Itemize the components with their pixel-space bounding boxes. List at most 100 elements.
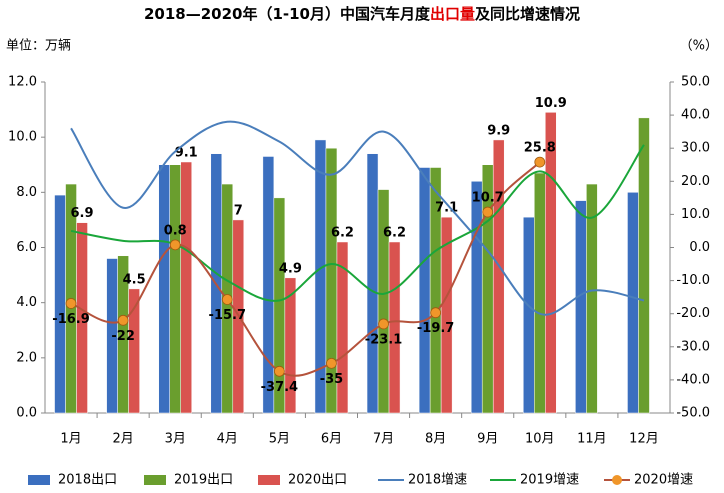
x-tick-label: 11月 <box>577 432 607 447</box>
bar <box>440 216 453 414</box>
marker <box>482 206 494 218</box>
bar-label: 6.2 <box>383 225 406 240</box>
bar <box>76 222 88 414</box>
y-tick-label: 8.0 <box>16 185 37 200</box>
bar <box>470 181 483 414</box>
point-label: 25.8 <box>524 141 556 156</box>
y-tick-label: 12.0 <box>8 75 37 90</box>
point-label: -37.4 <box>261 380 298 395</box>
bar <box>523 216 535 414</box>
title-part: 2018—2020年（1-10月）中国汽车月度 <box>144 5 431 23</box>
y-tick-label: 2.0 <box>16 350 37 365</box>
marker <box>221 294 233 305</box>
title-part: 出口量 <box>430 5 475 23</box>
y-tick-label: 0.0 <box>16 406 37 421</box>
y2-tick-label: 10.0 <box>681 207 710 222</box>
marker <box>430 307 442 319</box>
y-tick-label: 4.0 <box>16 295 37 310</box>
bar <box>534 172 546 414</box>
bar <box>545 112 557 414</box>
y2-tick-label: 50.0 <box>681 75 710 90</box>
y-tick-label: 6.0 <box>16 240 37 255</box>
line <box>70 120 645 316</box>
point-label: -16.9 <box>52 312 89 327</box>
x-tick-label: 6月 <box>321 432 342 447</box>
bar <box>54 194 66 414</box>
legend-label: 2019出口 <box>174 473 233 488</box>
x-tick-label: 10月 <box>525 432 555 447</box>
bar-label: 4.9 <box>279 261 302 276</box>
legend-label: 2020增速 <box>634 473 693 488</box>
legend-swatch <box>28 475 50 485</box>
point-label: -15.7 <box>209 308 246 323</box>
y2-tick-label: -20.0 <box>676 306 710 321</box>
bar-label: 6.2 <box>331 225 354 240</box>
x-tick-label: 5月 <box>269 432 290 447</box>
point-label: 10.7 <box>472 191 504 206</box>
chart-title: 2018—2020年（1-10月）中国汽车月度出口量及同比增速情况 <box>144 5 580 23</box>
marker <box>65 298 77 309</box>
legend-marker <box>612 475 622 485</box>
bar <box>377 189 390 414</box>
x-tick-label: 7月 <box>373 432 394 447</box>
bar-label: 9.9 <box>487 123 510 138</box>
y2-tick-label: 30.0 <box>681 141 710 156</box>
y2-tick-label: 40.0 <box>681 108 710 123</box>
bar-label: 6.9 <box>71 206 94 221</box>
bar-label: 7.1 <box>435 201 458 216</box>
bar <box>284 277 297 414</box>
line <box>70 161 541 377</box>
bar <box>180 161 192 414</box>
y2-tick-label: 0.0 <box>689 240 710 255</box>
bar <box>366 153 379 414</box>
point-label: -22 <box>111 329 135 344</box>
title-part: 及同比增速情况 <box>475 5 580 23</box>
x-tick-label: 2月 <box>112 432 133 447</box>
bar <box>169 164 181 414</box>
x-tick-label: 4月 <box>217 432 238 447</box>
marker <box>273 365 285 377</box>
bar <box>575 200 587 414</box>
legend-label: 2018增速 <box>408 473 467 488</box>
bar <box>388 241 401 414</box>
marker <box>378 318 389 330</box>
y2-tick-label: -40.0 <box>676 372 710 387</box>
point-label: 0.8 <box>164 223 187 238</box>
x-tick-label: 8月 <box>425 432 446 447</box>
marker <box>117 314 129 326</box>
point-label: -23.1 <box>365 332 402 347</box>
y2-tick-label: -30.0 <box>676 339 710 354</box>
bar <box>128 288 140 414</box>
legend-label: 2020出口 <box>288 473 347 488</box>
bar <box>492 139 505 414</box>
y-tick-label: 10.0 <box>8 130 37 145</box>
x-tick-label: 3月 <box>165 432 186 447</box>
point-label: -19.7 <box>417 321 454 336</box>
x-tick-label: 12月 <box>629 432 659 447</box>
legend-label: 2019增速 <box>520 473 579 488</box>
legend-swatch <box>258 475 280 485</box>
y-axis-label: 单位：万辆 <box>6 39 71 54</box>
y2-tick-label: -50.0 <box>676 406 710 421</box>
bar <box>262 156 275 414</box>
line <box>70 144 645 302</box>
x-tick-label: 9月 <box>477 432 498 447</box>
marker <box>169 239 181 251</box>
marker <box>326 357 337 369</box>
y2-axis-label: （%） <box>680 39 718 54</box>
bar <box>418 167 431 414</box>
bar-label: 9.1 <box>175 145 198 160</box>
y2-tick-label: -10.0 <box>676 273 710 288</box>
legend-label: 2018出口 <box>58 473 117 488</box>
bar-label: 7 <box>234 203 243 218</box>
marker <box>534 156 546 168</box>
bar <box>336 241 349 414</box>
bar <box>586 183 598 414</box>
x-tick-label: 1月 <box>60 432 81 447</box>
legend-swatch <box>144 475 166 485</box>
bar-label: 4.5 <box>123 272 146 287</box>
point-label: -35 <box>320 372 344 387</box>
bar <box>638 117 650 414</box>
bar <box>158 164 170 414</box>
